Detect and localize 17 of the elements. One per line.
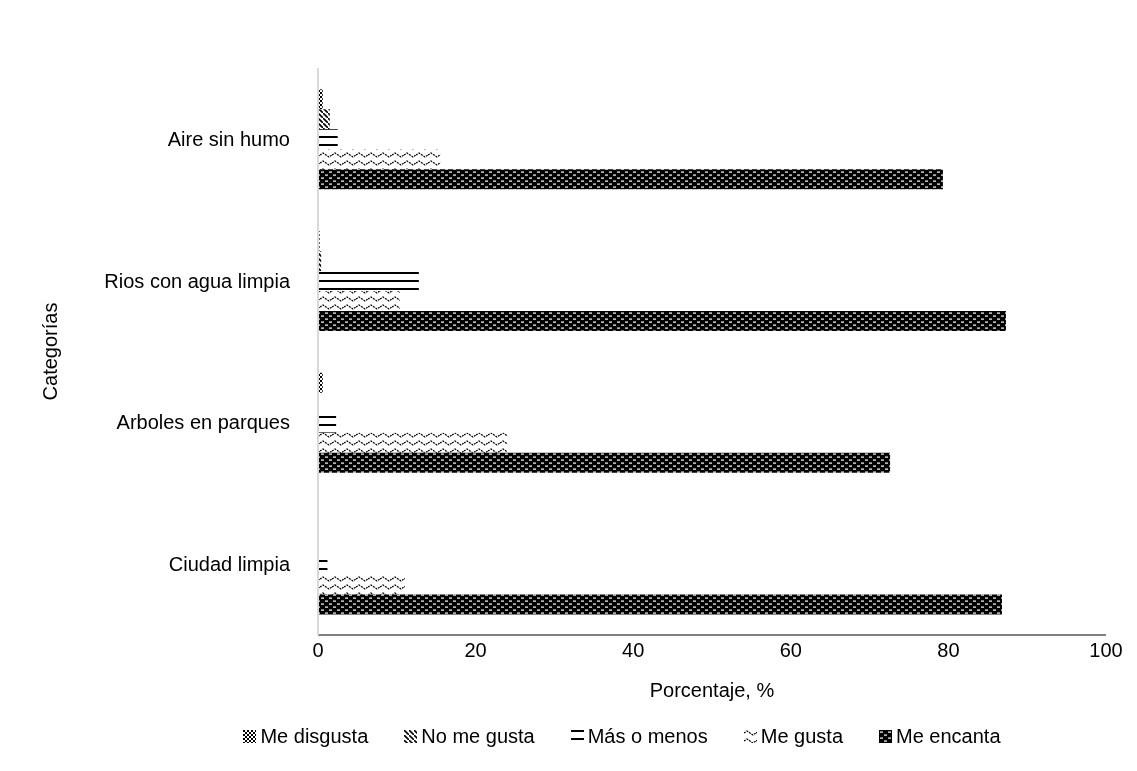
legend-label: Me encanta — [896, 725, 1001, 748]
legend-label: No me gusta — [421, 725, 535, 748]
y-tick-label: Aire sin humo — [167, 127, 290, 150]
x-tick-label: 20 — [464, 639, 487, 662]
x-tick-label: 80 — [937, 639, 960, 662]
x-tick-label: 60 — [779, 639, 802, 662]
legend-label: Más o menos — [587, 725, 708, 748]
x-tick-label: 40 — [622, 639, 645, 662]
x-tick-label: 100 — [1089, 639, 1123, 662]
x-tick-label: 0 — [312, 639, 324, 662]
x-axis-title: Porcentaje, % — [649, 679, 775, 701]
y-tick-label: Rios con agua limpia — [104, 269, 291, 292]
legend-label: Me disgusta — [260, 725, 369, 748]
y-tick-label: Ciudad limpia — [168, 553, 291, 576]
legend-label: Me gusta — [760, 725, 844, 748]
y-axis-title: Categorías — [39, 302, 62, 401]
y-tick-label: Arboles en parques — [116, 411, 290, 434]
